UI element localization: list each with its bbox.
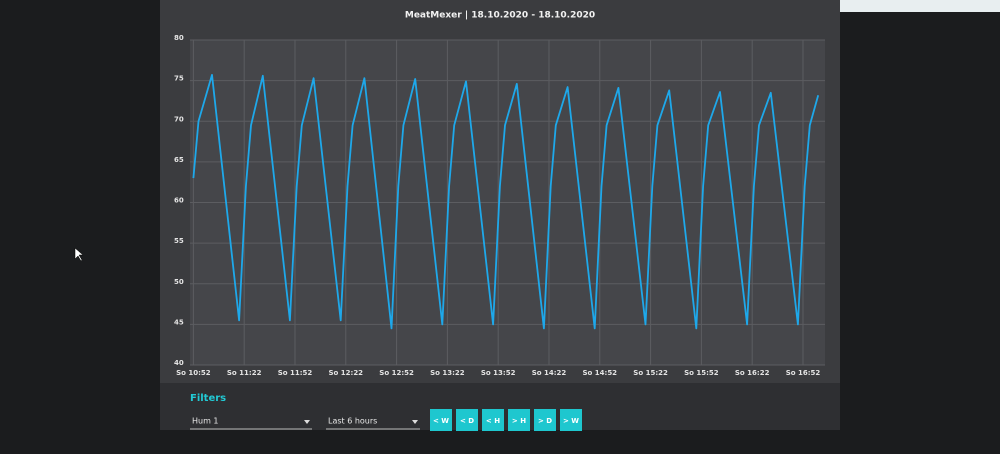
y-tick-label: 65 — [174, 156, 184, 164]
y-tick-label: 40 — [174, 359, 184, 367]
x-tick-label: So 13:52 — [481, 369, 516, 377]
data-line — [192, 74, 820, 330]
x-tick-label: So 10:52 — [176, 369, 211, 377]
select-arrow — [304, 420, 310, 424]
chart-title: MeatMexer | 18.10.2020 - 18.10.2020 — [405, 11, 595, 21]
x-tick-label: So 16:52 — [786, 369, 821, 377]
range-select[interactable]: Last 6 hours — [328, 417, 377, 426]
nav-button[interactable] — [430, 409, 452, 431]
y-tick-label: 60 — [174, 197, 184, 205]
x-tick-label: So 11:52 — [278, 369, 313, 377]
nav-button-label: > D — [538, 417, 552, 425]
x-tick-label: So 12:22 — [328, 369, 363, 377]
nav-button-label: > H — [512, 417, 526, 425]
nav-button[interactable] — [456, 409, 478, 431]
x-tick-label: So 11:22 — [227, 369, 262, 377]
nav-button-label: < W — [433, 417, 449, 425]
select-arrow — [412, 420, 418, 424]
y-tick-label: 55 — [174, 237, 184, 245]
x-tick-label: So 15:52 — [684, 369, 719, 377]
x-tick-label: So 16:22 — [735, 369, 770, 377]
nav-button[interactable] — [508, 409, 530, 431]
window-edge — [840, 0, 1000, 12]
nav-button-label: < D — [460, 417, 474, 425]
y-tick-label: 70 — [174, 115, 184, 123]
nav-button[interactable] — [560, 409, 582, 431]
nav-button-label: > W — [563, 417, 579, 425]
nav-button[interactable] — [482, 409, 504, 431]
y-tick-label: 50 — [174, 278, 184, 286]
x-tick-label: So 13:22 — [430, 369, 465, 377]
nav-button-label: < H — [486, 417, 500, 425]
y-tick-label: 80 — [174, 34, 184, 42]
x-tick-label: So 14:52 — [582, 369, 617, 377]
x-tick-label: So 14:22 — [532, 369, 567, 377]
y-tick-label: 45 — [174, 318, 184, 326]
filters-title: Filters — [190, 393, 226, 404]
y-tick-label: 75 — [174, 75, 184, 83]
sensor-select[interactable]: Hum 1 — [192, 417, 219, 426]
mouse-cursor — [74, 247, 84, 262]
x-tick-label: So 12:52 — [379, 369, 414, 377]
x-tick-label: So 15:22 — [633, 369, 668, 377]
nav-button[interactable] — [534, 409, 556, 431]
